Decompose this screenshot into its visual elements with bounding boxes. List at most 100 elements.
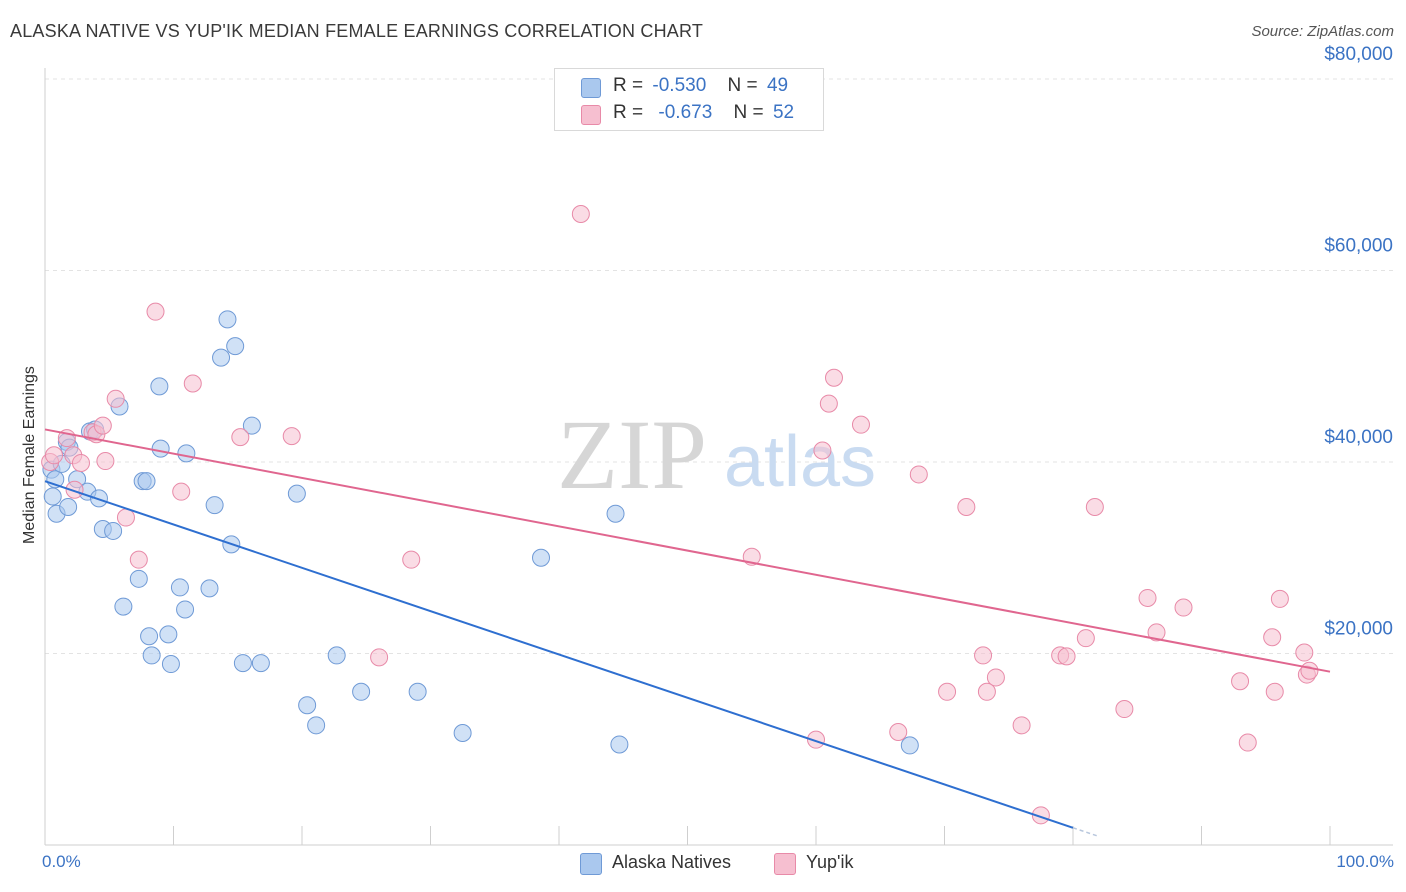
y-tick-label: $80,000 [1324,44,1393,65]
data-point-alaska-natives [159,625,178,644]
data-point-alaska-natives [150,377,169,396]
correlation-legend: R = -0.530 N = 49 R = -0.673 N = 52 [554,68,824,131]
y-tick-label: $40,000 [1324,427,1393,448]
legend-n-value: 52 [772,102,795,123]
data-point-yupik [106,389,125,408]
data-point-yupik [977,682,996,701]
data-point-yupik [146,302,165,321]
source-label: Source: ZipAtlas.com [1251,23,1394,40]
data-point-yupik [957,498,976,517]
chart-title: ALASKA NATIVE VS YUP'IK MEDIAN FEMALE EA… [10,21,704,41]
trend-line-extension-alaska-natives [1072,827,1099,838]
trend-line-alaska-natives [44,480,1074,829]
data-point-alaska-natives [177,444,196,463]
legend-swatch-yupik [581,105,601,125]
data-point-yupik [889,723,908,742]
data-point-yupik [129,550,148,569]
data-point-alaska-natives [205,496,224,515]
legend-n-label: N = [733,102,764,123]
data-point-yupik [1295,643,1314,662]
data-point-alaska-natives [233,654,252,673]
data-point-yupik [909,465,928,484]
data-point-yupik [1147,623,1166,642]
data-point-yupik [1138,588,1157,607]
data-point-yupik [1265,682,1284,701]
data-points [41,205,1319,825]
data-point-yupik [1012,716,1031,735]
watermark-zip: ZIP [557,399,707,510]
data-point-alaska-natives [59,498,78,517]
x-tick-label-min: 0.0% [42,852,81,871]
data-point-alaska-natives [532,548,551,567]
data-point-alaska-natives [137,472,156,491]
data-point-alaska-natives [200,579,219,598]
data-point-yupik [1057,647,1076,666]
axes [44,68,1393,846]
data-point-yupik [813,441,832,460]
legend-r-label: R = [613,75,644,96]
data-point-alaska-natives [606,504,625,523]
data-point-yupik [1076,629,1095,648]
data-point-yupik [44,446,63,465]
data-point-yupik [1300,661,1319,680]
data-point-yupik [938,682,957,701]
data-point-yupik [1263,628,1282,647]
data-point-alaska-natives [43,487,62,506]
y-tick-labels: $20,000 $40,000 $60,000 $80,000 [1324,44,1393,640]
data-point-alaska-natives [212,348,231,367]
data-point-alaska-natives [129,569,148,588]
watermark-atlas: atlas [724,422,876,502]
data-point-yupik [571,205,590,224]
data-point-yupik [96,452,115,471]
data-point-yupik [807,730,825,749]
data-point-yupik [71,453,90,472]
data-point-yupik [1238,733,1257,752]
data-point-alaska-natives [307,716,326,735]
data-point-yupik [1270,589,1289,608]
data-point-alaska-natives [161,655,180,674]
legend-row-alaska-natives: R = -0.530 N = 49 [613,75,788,97]
data-point-alaska-natives [104,521,123,540]
data-point-yupik [282,427,301,446]
bottom-legend-swatch-alaska-natives [580,853,602,875]
legend-swatch-alaska-natives [581,78,601,98]
trend-line-yupik [44,428,1331,673]
data-point-yupik [974,646,993,665]
data-point-yupik [1115,700,1134,719]
data-point-alaska-natives [242,416,261,435]
data-point-alaska-natives [142,646,161,665]
trend-lines [44,428,1331,838]
bottom-legend-yupik: Yup'ik [774,852,854,875]
data-point-yupik [370,648,389,667]
bottom-legend-label: Yup'ik [806,852,854,872]
data-point-alaska-natives [610,735,629,754]
data-point-yupik [183,374,202,393]
data-point-yupik [116,508,135,527]
data-point-yupik [986,668,1005,687]
legend-row-yupik: R = -0.673 N = 52 [613,102,794,124]
legend-r-value: -0.530 [652,75,707,96]
bottom-legend-alaska-natives: Alaska Natives [580,852,732,875]
data-point-alaska-natives [327,646,346,665]
legend-r-label: R = [613,102,644,123]
bottom-legend-label: Alaska Natives [612,852,732,872]
data-point-alaska-natives [251,654,270,673]
data-point-alaska-natives [453,723,472,742]
data-point-alaska-natives [170,578,189,597]
bottom-legend-swatch-yupik [774,853,796,875]
data-point-yupik [851,415,870,434]
legend-n-value: 49 [766,75,789,96]
data-point-yupik [1231,672,1250,691]
data-point-alaska-natives [151,439,170,458]
gridlines [45,78,1393,654]
data-point-yupik [402,550,421,569]
data-point-alaska-natives [352,682,371,701]
data-point-yupik [819,394,838,413]
data-point-yupik [172,482,191,501]
legend-n-label: N = [727,75,758,96]
legend-r-value: -0.673 [658,102,713,123]
data-point-yupik [824,368,843,387]
watermark: ZIP atlas [557,399,876,510]
data-point-alaska-natives [218,310,237,329]
